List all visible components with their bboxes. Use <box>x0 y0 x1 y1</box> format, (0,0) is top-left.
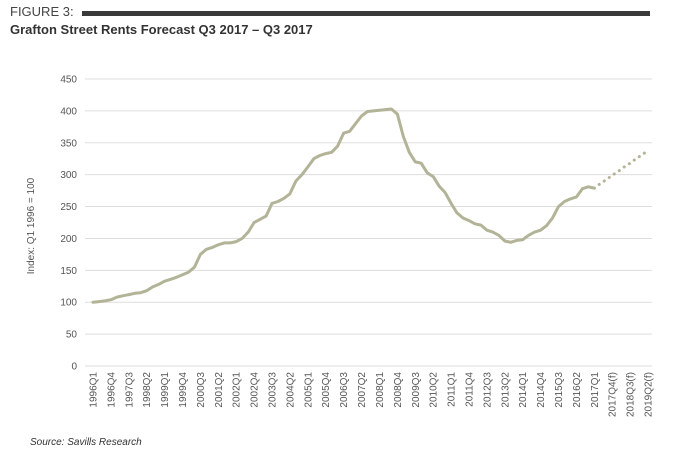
x-tick-label: 1999Q4 <box>178 372 189 408</box>
header-bar <box>82 11 650 16</box>
x-tick-label: 1997Q3 <box>124 372 135 408</box>
y-tick-label: 150 <box>60 266 77 277</box>
x-tick-label: 1996Q4 <box>106 372 117 408</box>
y-tick-label: 250 <box>60 202 77 213</box>
y-tick-label: 200 <box>60 234 77 245</box>
data-line <box>91 107 596 304</box>
x-tick-label: 2005Q4 <box>321 372 332 408</box>
y-tick-label: 350 <box>60 138 77 149</box>
x-tick-label: 1999Q1 <box>160 372 171 408</box>
x-tick-label: 2012Q3 <box>482 372 493 408</box>
x-tick-label: 2018Q3(f) <box>626 372 637 417</box>
x-tick-label: 2011Q4 <box>464 372 475 407</box>
x-tick-label: 2015Q3 <box>554 372 565 408</box>
y-tick-label: 0 <box>71 362 77 373</box>
x-tick-label: 2017Q1 <box>590 372 601 408</box>
y-tick-label: 450 <box>60 75 77 86</box>
x-tick-label: 2019Q2(f) <box>644 372 655 417</box>
y-tick-label: 400 <box>60 106 77 117</box>
figure-label: FIGURE 3: <box>10 4 74 19</box>
x-tick-label: 2006Q3 <box>339 372 350 408</box>
x-tick-label: 2008Q1 <box>375 372 386 408</box>
x-tick-label: 1996Q1 <box>89 372 100 408</box>
x-tick-label: 2009Q3 <box>411 372 422 408</box>
x-tick-label: 2007Q2 <box>357 372 368 408</box>
x-tick-label: 2008Q4 <box>393 372 404 408</box>
x-tick-label: 2001Q2 <box>214 372 225 408</box>
x-tick-label: 2002Q1 <box>232 372 243 408</box>
y-tick-label: 50 <box>66 330 78 341</box>
y-tick-label: 100 <box>60 298 77 309</box>
x-tick-label: 2011Q1 <box>447 372 458 407</box>
x-tick-label: 2014Q4 <box>536 372 547 408</box>
x-tick-label: 2000Q3 <box>196 372 207 408</box>
x-tick-label: 2010Q2 <box>429 372 440 408</box>
x-tick-label: 2005Q1 <box>303 372 314 408</box>
chart-title: Grafton Street Rents Forecast Q3 2017 – … <box>10 22 313 37</box>
x-tick-label: 2004Q2 <box>285 372 296 408</box>
x-tick-label: 2016Q2 <box>572 372 583 408</box>
x-tick-label: 2017Q4(f) <box>608 372 619 417</box>
source: Source: Savills Research <box>30 437 142 448</box>
x-tick-label: 2014Q1 <box>518 372 529 408</box>
x-tick-label: 2013Q2 <box>500 372 511 408</box>
y-tick-label: 300 <box>60 170 77 181</box>
y-axis-label: Index: Q1 1996 = 100 <box>26 177 37 274</box>
data-line <box>592 148 650 190</box>
x-tick-label: 2002Q4 <box>250 372 261 408</box>
x-tick-label: 1998Q2 <box>142 372 153 408</box>
x-tick-label: 2003Q3 <box>268 372 279 408</box>
